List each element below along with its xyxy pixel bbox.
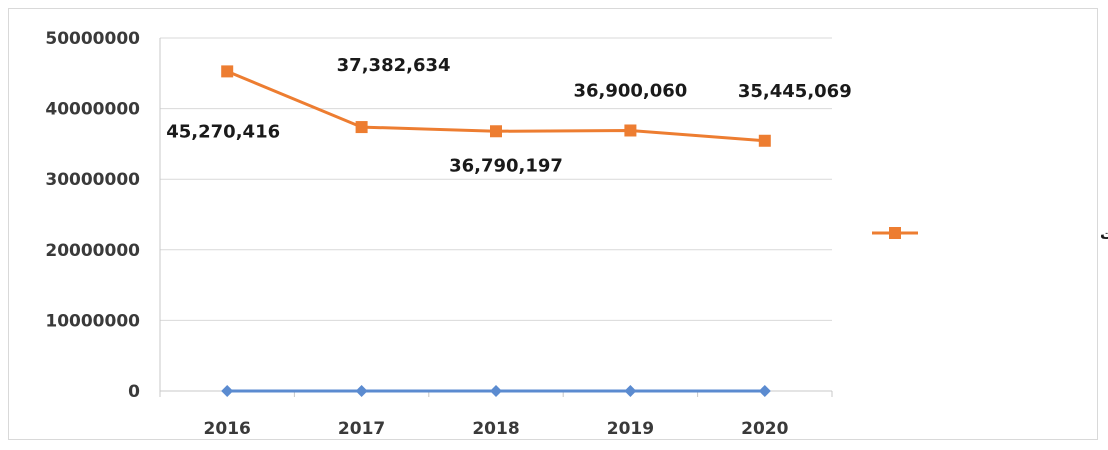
data-point-marker: [758, 385, 771, 397]
data-label: 35,445,069: [738, 81, 852, 102]
data-point-marker: [221, 385, 234, 397]
data-point-marker: [355, 385, 368, 397]
series-group: [221, 65, 771, 397]
y-tick-label: 40000000: [45, 100, 140, 120]
x-axis-tick-labels: 2016 2017 2018 2019 2020: [204, 419, 789, 439]
y-tick-label: 20000000: [45, 241, 140, 261]
data-label: 36,790,197: [449, 155, 563, 176]
data-point-marker: [221, 65, 234, 78]
gridlines: [159, 37, 833, 397]
x-tick-label: 2020: [741, 419, 788, 439]
x-tick-label: 2019: [607, 419, 654, 439]
y-tick-label: 30000000: [45, 170, 140, 190]
data-point-marker: [758, 134, 771, 147]
legend-label: مجموع الموجودات: [1100, 225, 1108, 243]
y-axis-tick-labels: 0 10000000 20000000 30000000 40000000 5000000…: [45, 29, 140, 402]
data-label: 37,382,634: [337, 55, 451, 76]
data-point-marker: [624, 124, 637, 137]
legend-marker: [889, 227, 901, 239]
legend: مجموع الموجودات: [872, 225, 1108, 243]
data-point-marker: [624, 385, 637, 397]
data-point-marker: [490, 125, 502, 138]
chart-frame: [8, 8, 1098, 440]
y-tick-label: 50000000: [45, 29, 140, 49]
x-tick-label: 2018: [472, 419, 519, 439]
x-tick-label: 2017: [338, 419, 385, 439]
y-tick-label: 0: [128, 382, 140, 402]
data-label: 45,270,416: [166, 121, 280, 142]
data-point-marker: [355, 121, 368, 134]
data-point-marker: [490, 385, 502, 397]
x-tick-label: 2016: [204, 419, 251, 439]
data-labels: 45,270,416 37,382,634 36,790,197 36,900,060…: [166, 55, 851, 176]
data-label: 36,900,060: [573, 80, 687, 101]
y-tick-label: 10000000: [45, 311, 140, 331]
